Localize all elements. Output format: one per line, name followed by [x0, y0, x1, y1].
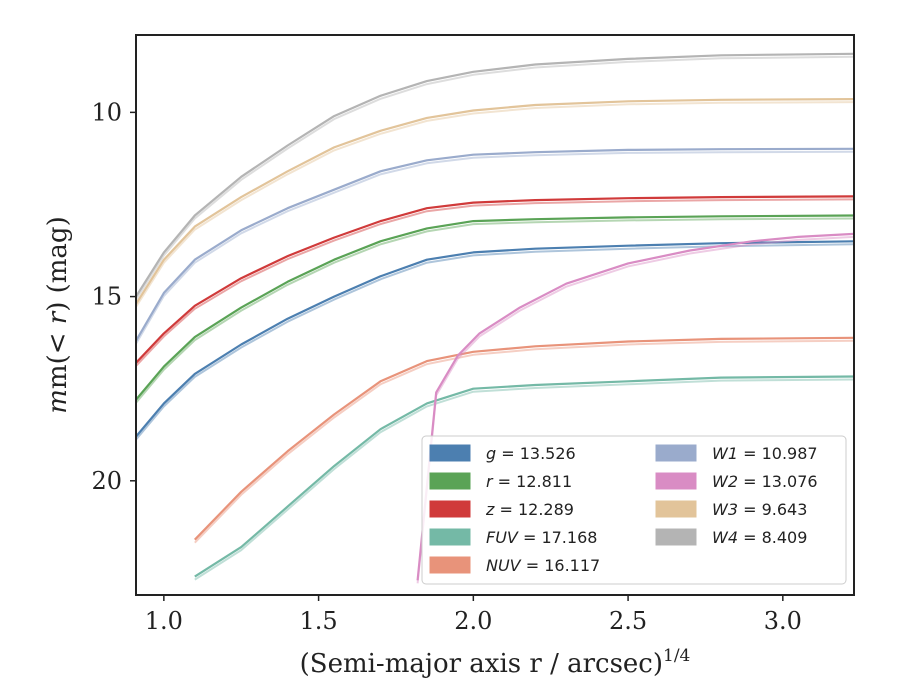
legend-swatch-w4 — [655, 528, 697, 546]
series-line-w2 — [416, 232, 854, 581]
axes-frame — [135, 34, 855, 596]
series-line-r-trace — [136, 217, 854, 404]
x-tick-label: 1.5 — [300, 607, 338, 635]
plot-lines — [136, 52, 854, 584]
y-axis-label-part3: ) (mag) — [43, 216, 73, 312]
series-line-r — [136, 214, 854, 401]
series-line-w3-trace — [136, 101, 854, 308]
legend-label-z: z = 12.289 — [485, 500, 574, 519]
legend-swatch-fuv — [429, 528, 471, 546]
x-axis-label-text: (Semi-major axis r / arcsec) — [300, 649, 663, 679]
series-line-w1-trace — [136, 150, 854, 345]
legend-swatch-z — [429, 500, 471, 518]
legend-label-r: r = 12.811 — [486, 472, 572, 491]
y-tick-label: 20 — [91, 467, 122, 495]
y-axis-label-part1: m( — [43, 354, 73, 389]
y-axis-label-m: m — [43, 389, 73, 414]
legend-label-w2: W2 = 13.076 — [712, 472, 818, 491]
legend-label-w4: W4 = 8.409 — [712, 528, 807, 547]
series-line-fuv-trace — [194, 378, 854, 581]
legend-label-g: g = 13.526 — [486, 444, 576, 463]
series-line-fuv — [194, 375, 854, 578]
legend-swatch-w3 — [655, 500, 697, 518]
series-line-w2-trace — [416, 235, 854, 584]
ticks: 1.0 1.5 2.0 2.5 3.0 10 15 20 — [91, 98, 801, 635]
series-line-g-trace — [136, 243, 854, 441]
x-tick-label: 2.0 — [454, 607, 492, 635]
x-tick-label: 1.0 — [145, 607, 183, 635]
x-tick-label: 2.5 — [609, 607, 647, 635]
y-tick-label: 15 — [91, 283, 122, 311]
legend-label-nuv: NUV = 16.117 — [486, 556, 600, 575]
y-tick-label: 10 — [91, 98, 122, 126]
series-line-w1 — [136, 147, 854, 342]
series-line-nuv-trace — [194, 339, 854, 544]
legend-swatch-g — [429, 444, 471, 462]
x-axis-label-exponent: 1/4 — [663, 646, 690, 666]
legend-swatch-w1 — [655, 444, 697, 462]
series-line-nuv — [194, 336, 854, 541]
legend-box — [421, 435, 847, 585]
y-axis-label: mm(< r) (mag) — [43, 216, 73, 413]
series-line-z-trace — [136, 198, 854, 367]
series-line-w3 — [136, 98, 854, 305]
legend-label-fuv: FUV = 17.168 — [486, 528, 597, 547]
y-axis-label-part2: < r — [43, 310, 73, 354]
legend-swatch-nuv — [429, 556, 471, 574]
series-line-w4 — [136, 52, 854, 298]
x-axis-label: (Semi-major axis r / arcsec)1/4 — [300, 646, 691, 679]
series-line-g — [136, 240, 854, 438]
legend-label-w3: W3 = 9.643 — [712, 500, 807, 519]
series-line-w4-trace — [136, 55, 854, 301]
legend-label-w1: W1 = 10.987 — [712, 444, 818, 463]
x-tick-label: 3.0 — [764, 607, 802, 635]
legend: g = 13.526 r = 12.811 z = 12.289 FUV = 17.1… — [421, 435, 847, 585]
series-line-z — [136, 195, 854, 364]
legend-swatch-r — [429, 472, 471, 490]
legend-swatch-w2 — [655, 472, 697, 490]
